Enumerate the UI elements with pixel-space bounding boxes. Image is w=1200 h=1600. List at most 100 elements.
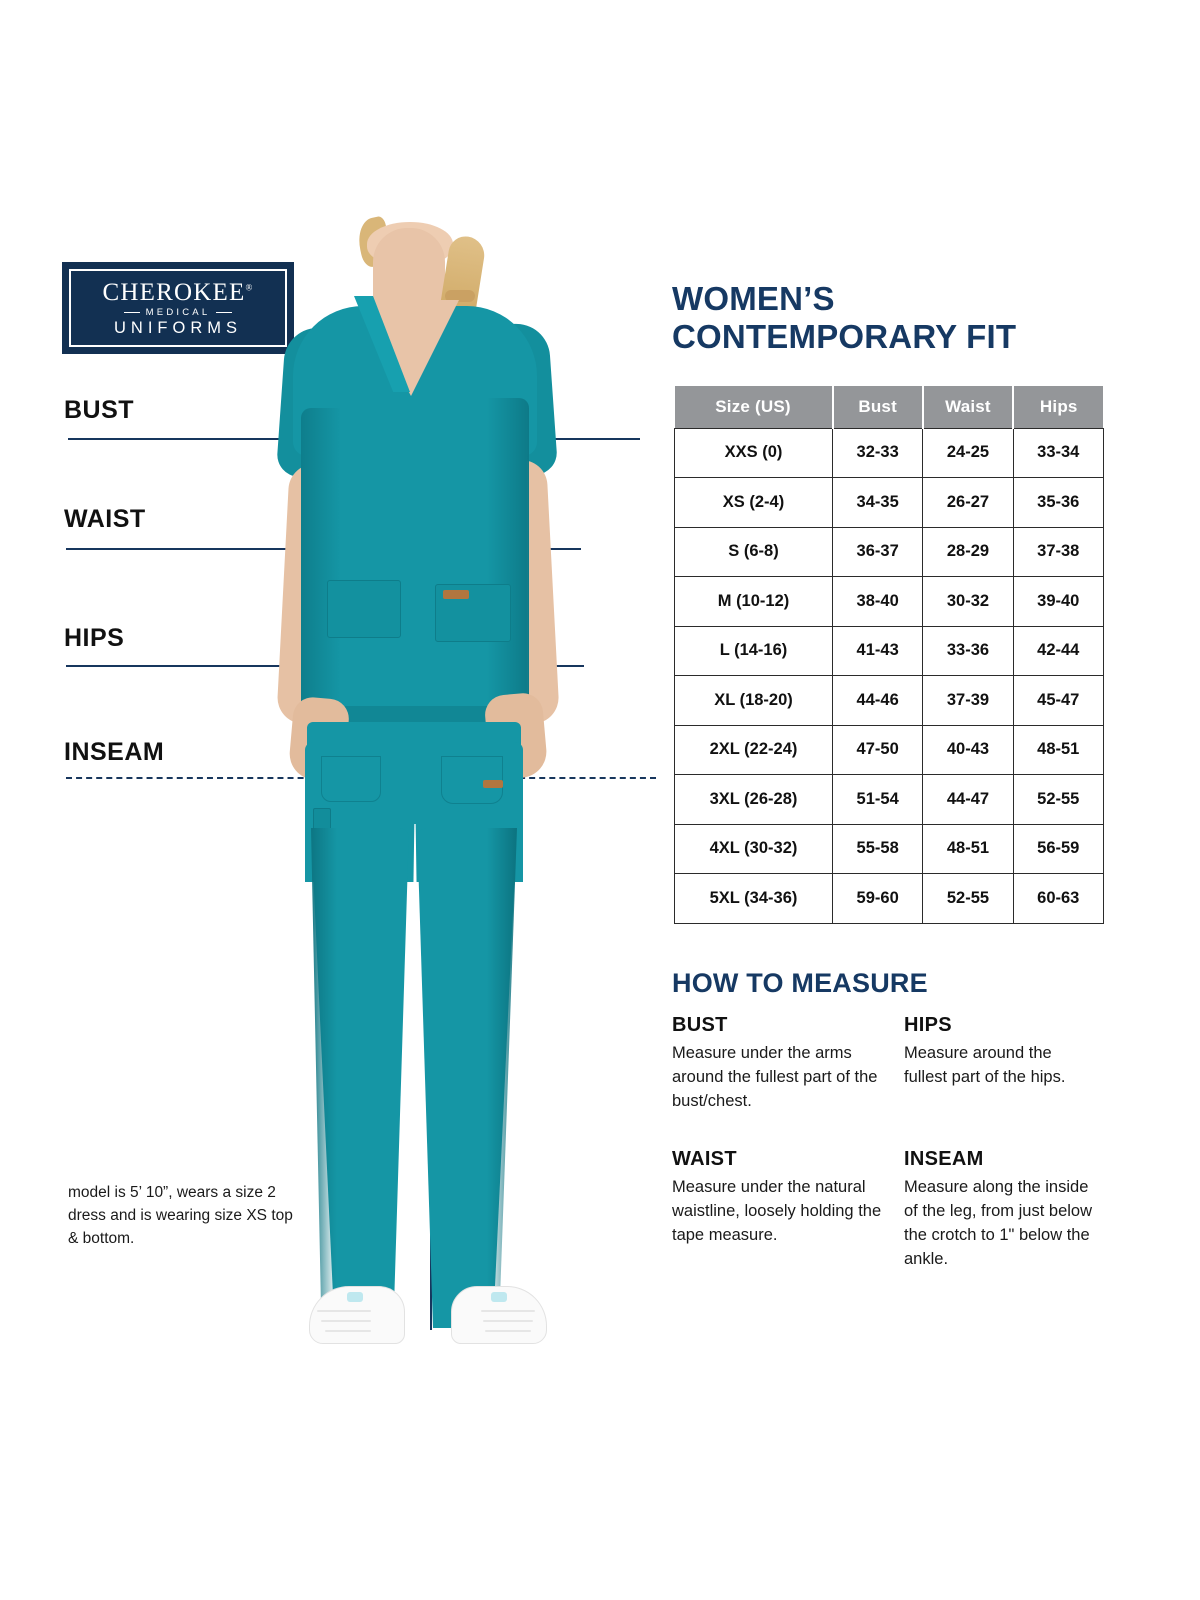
braid-segment-1: [445, 290, 475, 302]
sneaker-lace-right-3: [485, 1330, 531, 1332]
cell-waist: 40-43: [922, 724, 1014, 775]
cherokee-medical-uniforms-logo: CHEROKEE® MEDICAL UNIFORMS: [62, 262, 294, 354]
cell-waist: 26-27: [922, 477, 1014, 528]
cell-hips: 39-40: [1012, 576, 1104, 627]
how-to-measure-text-bust: Measure under the arms around the fulles…: [672, 1044, 878, 1110]
pants-brand-tab-icon: [483, 780, 503, 788]
cell-bust: 47-50: [831, 724, 924, 775]
table-row: 3XL (26-28) 51-54 44-47 52-55: [674, 774, 1104, 825]
scrub-top-pocket-left: [327, 580, 401, 638]
logo-uniforms-label: UNIFORMS: [114, 319, 242, 337]
cell-hips: 60-63: [1012, 873, 1104, 924]
sneaker-lace-left-3: [325, 1330, 371, 1332]
model-disclaimer-note: model is 5’ 10”, wears a size 2 dress an…: [68, 1184, 293, 1247]
table-row: M (10-12) 38-40 30-32 39-40: [674, 576, 1104, 627]
cell-hips: 56-59: [1012, 823, 1104, 874]
page-title: WOMEN’S CONTEMPORARY FIT: [672, 280, 1112, 357]
torso-shading-right: [487, 398, 529, 728]
model-photo: [255, 215, 665, 1358]
cell-bust: 38-40: [831, 576, 924, 627]
cell-bust: 51-54: [831, 774, 924, 825]
table-row: 4XL (30-32) 55-58 48-51 56-59: [674, 823, 1104, 874]
cell-size: XXS (0): [674, 427, 833, 478]
callout-label-bust: BUST: [64, 396, 135, 424]
sneaker-lace-right-1: [481, 1310, 535, 1312]
how-to-measure-title-hips: HIPS: [904, 1014, 952, 1036]
size-chart-table: Size (US) Bust Waist Hips XXS (0) 32-33 24…: [674, 386, 1104, 924]
registered-trademark-icon: ®: [245, 282, 254, 293]
how-to-measure-heading: HOW TO MEASURE: [672, 968, 928, 998]
cell-waist: 48-51: [922, 823, 1014, 874]
col-header-waist: Waist: [922, 386, 1015, 428]
logo-inner-frame: CHEROKEE® MEDICAL UNIFORMS: [69, 269, 287, 347]
table-row: XXS (0) 32-33 24-25 33-34: [674, 427, 1104, 478]
table-header-row: Size (US) Bust Waist Hips: [674, 386, 1104, 428]
table-row: 5XL (34-36) 59-60 52-55 60-63: [674, 873, 1104, 924]
col-header-bust: Bust: [832, 386, 924, 428]
cell-size: 3XL (26-28): [674, 774, 833, 825]
cell-hips: 52-55: [1012, 774, 1104, 825]
table-row: S (6-8) 36-37 28-29 37-38: [674, 526, 1104, 577]
callout-label-hips: HIPS: [64, 624, 125, 652]
callout-label-waist: WAIST: [64, 505, 146, 533]
cell-hips: 33-34: [1012, 427, 1104, 478]
how-to-measure-item-waist: WAIST Measure under the natural waistlin…: [672, 1148, 904, 1272]
cell-waist: 24-25: [922, 427, 1014, 478]
sneaker-lace-left-2: [321, 1320, 371, 1322]
how-to-measure-item-inseam: INSEAM Measure along the inside of the l…: [904, 1148, 1092, 1272]
cell-waist: 33-36: [922, 625, 1014, 676]
table-row: XL (18-20) 44-46 37-39 45-47: [674, 675, 1104, 726]
sneaker-right: [451, 1286, 547, 1344]
brand-tab-icon: [443, 590, 469, 599]
cell-size: L (14-16): [674, 625, 833, 676]
how-to-measure-title-waist: WAIST: [672, 1147, 737, 1170]
size-chart-table-body: XXS (0) 32-33 24-25 33-34 XS (2-4) 34-35 26-2…: [674, 427, 1104, 924]
pants-pocket-left: [321, 756, 381, 802]
how-to-measure-item-bust: BUST Measure under the arms around the f…: [672, 1014, 904, 1114]
table-row: XS (2-4) 34-35 26-27 35-36: [674, 477, 1104, 528]
cell-bust: 32-33: [831, 427, 924, 478]
cell-hips: 45-47: [1012, 675, 1104, 726]
cell-size: 5XL (34-36): [674, 873, 833, 924]
logo-medical-label: MEDICAL: [124, 307, 233, 318]
how-to-measure-item-hips: HIPS Measure around the fullest part of …: [904, 1014, 1092, 1114]
logo-brand-name: CHEROKEE®: [103, 280, 254, 305]
cell-bust: 34-35: [831, 477, 924, 528]
table-row: L (14-16) 41-43 33-36 42-44: [674, 625, 1104, 676]
cell-hips: 37-38: [1012, 526, 1104, 577]
cell-hips: 35-36: [1012, 477, 1104, 528]
cell-size: XS (2-4): [674, 477, 833, 528]
leg-shading-left: [311, 828, 337, 1326]
cell-waist: 30-32: [922, 576, 1014, 627]
callout-label-inseam: INSEAM: [64, 738, 165, 766]
how-to-measure-title-bust: BUST: [672, 1014, 728, 1036]
sneaker-left: [309, 1286, 405, 1344]
cell-size: 2XL (22-24): [674, 724, 833, 775]
torso-shading-left: [301, 408, 341, 728]
sneaker-logo-left-icon: [347, 1292, 363, 1302]
how-to-measure-grid: BUST Measure under the arms around the f…: [672, 1014, 1092, 1271]
cell-bust: 36-37: [831, 526, 924, 577]
how-to-measure-title-inseam: INSEAM: [904, 1147, 984, 1170]
cell-size: XL (18-20): [674, 675, 833, 726]
sneaker-lace-left-1: [317, 1310, 371, 1312]
leg-shading-right: [487, 828, 517, 1326]
cell-waist: 37-39: [922, 675, 1014, 726]
cell-waist: 52-55: [922, 873, 1014, 924]
cell-bust: 55-58: [831, 823, 924, 874]
cell-bust: 59-60: [831, 873, 924, 924]
col-header-hips: Hips: [1013, 386, 1104, 428]
cell-size: S (6-8): [674, 526, 833, 577]
cell-bust: 44-46: [831, 675, 924, 726]
cell-size: M (10-12): [674, 576, 833, 627]
cell-hips: 48-51: [1012, 724, 1104, 775]
size-chart-table-head: Size (US) Bust Waist Hips: [674, 386, 1104, 428]
page-title-line-2: CONTEMPORARY FIT: [672, 318, 1017, 356]
col-header-size: Size (US): [674, 386, 834, 428]
table-row: 2XL (22-24) 47-50 40-43 48-51: [674, 724, 1104, 775]
how-to-measure-text-waist: Measure under the natural waistline, loo…: [672, 1177, 882, 1244]
cell-bust: 41-43: [831, 625, 924, 676]
cell-hips: 42-44: [1012, 625, 1104, 676]
sneaker-lace-right-2: [483, 1320, 533, 1322]
